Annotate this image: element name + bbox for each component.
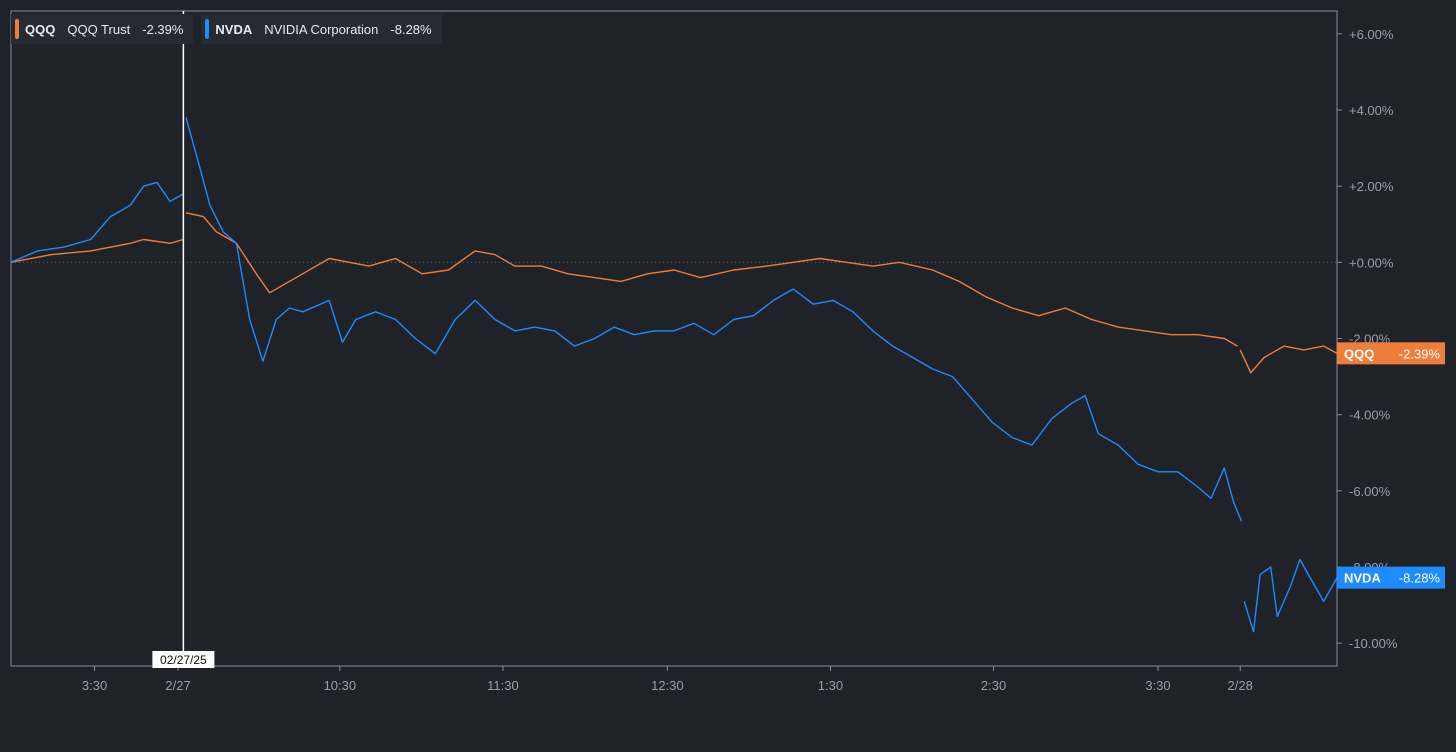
legend-item-nvda[interactable]: NVDA NVIDIA Corporation -8.28% xyxy=(201,14,442,44)
y-tick-label: +0.00% xyxy=(1349,255,1394,270)
series-line-qqq-0 xyxy=(10,238,184,263)
end-label-value: -2.39% xyxy=(1399,346,1441,361)
legend-item-qqq[interactable]: QQQ QQQ Trust -2.39% xyxy=(11,14,194,44)
x-tick-label: 10:30 xyxy=(324,678,357,693)
qqq-color-swatch xyxy=(15,19,19,39)
legend-name: NVIDIA Corporation xyxy=(264,21,379,37)
legend-name: QQQ Trust xyxy=(67,21,131,37)
x-tick-label: 11:30 xyxy=(487,678,519,693)
y-axis: +6.00%+4.00%+2.00%+0.00%-2.00%-4.00%-6.0… xyxy=(1337,27,1398,651)
x-tick-label: 2/27 xyxy=(165,678,190,693)
y-tick-label: +2.00% xyxy=(1349,179,1394,194)
x-axis: 3:30 2/27 10:30 11:30 12:30 1:30 2:30 3:30 2/28 xyxy=(82,666,1253,693)
series-line-nvda-1 xyxy=(185,117,1243,522)
series-line-nvda-0 xyxy=(10,181,184,263)
nvda-color-swatch xyxy=(205,19,210,39)
legend-symbol: NVDA xyxy=(215,21,253,37)
x-tick-label: 3:30 xyxy=(82,678,107,693)
end-label-bg xyxy=(1337,342,1445,365)
y-tick-label: -10.00% xyxy=(1349,636,1398,651)
y-tick-label: +4.00% xyxy=(1349,103,1394,118)
series-line-qqq-2 xyxy=(1239,345,1338,374)
series-line-nvda-2 xyxy=(1243,558,1338,633)
series-line-qqq-1 xyxy=(185,212,1238,347)
end-label-value: -8.28% xyxy=(1399,571,1441,586)
y-tick-label: -6.00% xyxy=(1349,484,1391,499)
end-value-labels: QQQ -2.39% NVDA -8.28% xyxy=(1337,342,1445,589)
end-label-symbol: QQQ xyxy=(1344,346,1374,361)
end-label-symbol: NVDA xyxy=(1344,571,1381,586)
x-tick-label: 2:30 xyxy=(981,678,1006,693)
y-tick-label: +6.00% xyxy=(1349,27,1394,42)
plot-frame xyxy=(10,10,1338,667)
legend: QQQ QQQ Trust -2.39% NVDA NVIDIA Corpora… xyxy=(11,14,442,44)
legend-change: -8.28% xyxy=(390,21,432,37)
crosshair-date-label: 02/27/25 xyxy=(152,651,215,668)
x-tick-label: 2/28 xyxy=(1228,678,1253,693)
crosshair-date-text: 02/27/25 xyxy=(160,653,207,667)
legend-symbol: QQQ xyxy=(25,21,56,37)
x-tick-label: 1:30 xyxy=(818,678,843,693)
x-tick-label: 12:30 xyxy=(651,678,684,693)
end-label-bg xyxy=(1337,566,1445,589)
y-tick-label: -4.00% xyxy=(1349,408,1391,423)
legend-change: -2.39% xyxy=(142,21,184,37)
x-tick-label: 3:30 xyxy=(1145,678,1170,693)
series-layer xyxy=(10,117,1338,633)
